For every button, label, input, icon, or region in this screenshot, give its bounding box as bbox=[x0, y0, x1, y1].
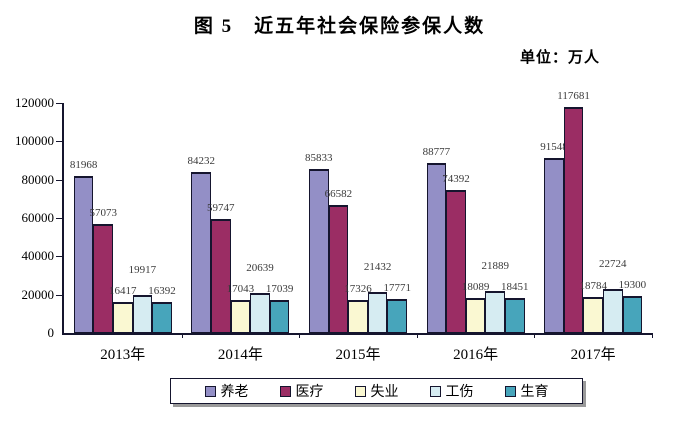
bar-value-label: 91548 bbox=[540, 140, 568, 153]
y-tick-label: 100000 bbox=[15, 133, 54, 149]
legend-label: 失业 bbox=[370, 385, 399, 400]
bar-value-label: 17043 bbox=[226, 283, 255, 296]
bar-value-label: 18451 bbox=[501, 280, 529, 293]
legend-box: 养老 医疗 失业 工伤 生育 bbox=[170, 378, 583, 404]
legend-label: 工伤 bbox=[445, 385, 474, 400]
y-tick-label: 40000 bbox=[21, 248, 55, 264]
x-axis-tick bbox=[416, 333, 418, 338]
y-tick-label: 80000 bbox=[21, 171, 55, 187]
bar-工伤-2015年 bbox=[367, 291, 388, 333]
bar-value-label: 20639 bbox=[246, 262, 274, 275]
legend-swatch-icon bbox=[279, 385, 291, 397]
y-axis-tick bbox=[56, 256, 62, 258]
bar-value-label: 117681 bbox=[557, 90, 590, 103]
bar-value-label: 22724 bbox=[599, 258, 627, 271]
y-axis-tick bbox=[56, 218, 62, 219]
bar-生育-2015年 bbox=[387, 298, 407, 333]
bar-养老-2015年 bbox=[309, 168, 329, 333]
legend-swatch-icon bbox=[504, 385, 516, 397]
bar-value-label: 85833 bbox=[305, 151, 333, 164]
x-axis-tick bbox=[652, 333, 653, 338]
bar-生育-2016年 bbox=[505, 297, 525, 333]
bar-生育-2014年 bbox=[269, 300, 290, 333]
bar-生育-2017年 bbox=[622, 296, 643, 333]
bar-失业-2013年 bbox=[113, 301, 133, 333]
x-axis-tick bbox=[181, 333, 183, 338]
bar-失业-2014年 bbox=[230, 300, 251, 333]
legend-label: 医疗 bbox=[295, 385, 324, 400]
bar-value-label: 21889 bbox=[481, 260, 509, 272]
legend-label: 养老 bbox=[220, 385, 249, 400]
bar-value-label: 19300 bbox=[618, 279, 647, 291]
legend-item-医疗: 医疗 bbox=[279, 381, 324, 401]
bar-医疗-2014年 bbox=[211, 218, 231, 333]
y-axis-tick bbox=[56, 141, 62, 143]
bar-工伤-2016年 bbox=[485, 291, 505, 333]
unit-label: 单位：万人 bbox=[519, 50, 600, 66]
y-axis-tick bbox=[56, 294, 62, 296]
bar-失业-2015年 bbox=[348, 299, 368, 333]
legend-item-养老: 养老 bbox=[204, 381, 249, 401]
legend-item-生育: 生育 bbox=[504, 381, 549, 401]
bar-value-label: 16417 bbox=[109, 284, 137, 297]
x-category-label: 2014年 bbox=[217, 347, 263, 363]
bar-value-label: 18784 bbox=[579, 280, 607, 292]
y-tick-label: 0 bbox=[47, 325, 55, 340]
bar-养老-2014年 bbox=[191, 171, 211, 333]
y-axis-tick bbox=[56, 179, 62, 181]
bar-工伤-2014年 bbox=[250, 293, 270, 333]
bar-value-label: 17771 bbox=[383, 281, 411, 294]
x-category-label: 2016年 bbox=[453, 347, 499, 363]
bar-养老-2016年 bbox=[426, 162, 447, 333]
bar-养老-2013年 bbox=[73, 175, 94, 333]
x-category-label: 2017年 bbox=[570, 347, 616, 363]
y-axis-labels: 0 20000 40000 60000 80000 100000 120000 bbox=[0, 95, 55, 340]
bar-value-label: 74392 bbox=[442, 173, 470, 186]
chart-title: 图 5 近五年社会保险参保人数 bbox=[193, 16, 486, 37]
bar-value-label: 57073 bbox=[89, 206, 117, 219]
bar-医疗-2016年 bbox=[446, 190, 466, 333]
legend-item-工伤: 工伤 bbox=[429, 381, 474, 401]
y-axis-tick bbox=[56, 103, 62, 104]
y-tick-label: 60000 bbox=[21, 210, 55, 225]
bar-value-label: 84232 bbox=[187, 154, 215, 167]
x-axis-tick bbox=[299, 333, 301, 338]
bar-失业-2017年 bbox=[583, 297, 603, 333]
bar-医疗-2015年 bbox=[328, 205, 349, 333]
legend-swatch-icon bbox=[429, 385, 441, 397]
bar-value-label: 88777 bbox=[422, 145, 451, 158]
bar-value-label: 21432 bbox=[363, 260, 392, 273]
legend-item-失业: 失业 bbox=[354, 381, 399, 401]
legend-swatch-icon bbox=[204, 385, 216, 397]
bar-养老-2017年 bbox=[544, 157, 564, 333]
plot-area: 81968 57073 16417 19917 16392 2013年 84232 59747… bbox=[56, 91, 653, 363]
y-tick-label: 120000 bbox=[15, 95, 54, 110]
legend-swatch-icon bbox=[354, 385, 366, 397]
bar-工伤-2013年 bbox=[132, 294, 153, 333]
bar-value-label: 17326 bbox=[344, 282, 372, 295]
bar-生育-2013年 bbox=[152, 301, 172, 333]
bar-value-label: 16392 bbox=[148, 284, 176, 297]
bar-失业-2016年 bbox=[465, 298, 486, 333]
bar-value-label: 66582 bbox=[324, 188, 353, 201]
x-category-label: 2013年 bbox=[100, 347, 146, 363]
bar-工伤-2017年 bbox=[603, 289, 623, 333]
x-axis-tick bbox=[534, 333, 536, 338]
bar-医疗-2013年 bbox=[93, 223, 113, 333]
y-tick-label: 20000 bbox=[21, 286, 55, 302]
bar-value-label: 19917 bbox=[128, 263, 157, 276]
bar-value-label: 17039 bbox=[265, 283, 294, 296]
bar-value-label: 81968 bbox=[69, 158, 98, 171]
bar-value-label: 59747 bbox=[207, 201, 235, 214]
bar-医疗-2017年 bbox=[563, 107, 584, 333]
legend-label: 生育 bbox=[520, 385, 549, 400]
x-category-label: 2015年 bbox=[335, 347, 381, 363]
bar-value-label: 18089 bbox=[461, 281, 490, 294]
